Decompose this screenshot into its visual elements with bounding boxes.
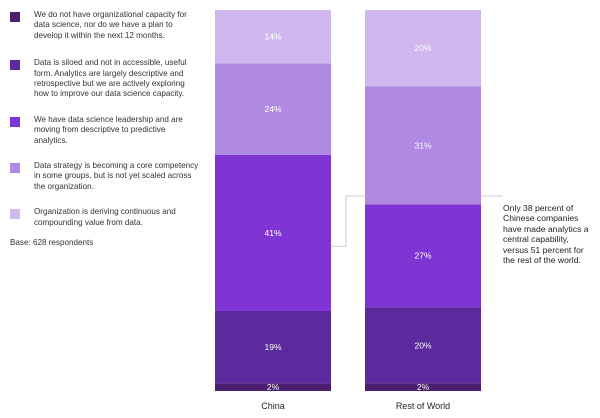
category-label: China <box>261 401 285 411</box>
bar-segment <box>365 204 481 308</box>
legend-label: We have data science leadership and are … <box>34 114 183 145</box>
legend-item: We do not have organizational capacity f… <box>10 10 200 41</box>
legend: We do not have organizational capacity f… <box>10 10 200 228</box>
legend-label: Data strategy is becoming a core compete… <box>34 161 199 191</box>
legend-item: Data strategy is becoming a core compete… <box>10 161 200 192</box>
bar-segment <box>215 154 331 311</box>
bar-segment <box>365 86 481 205</box>
legend-item: Organization is deriving continuous and … <box>10 207 200 228</box>
data-label: 14% <box>264 32 281 42</box>
legend-item: We have data science leadership and are … <box>10 115 200 146</box>
data-label: 27% <box>414 251 431 261</box>
data-label: 20% <box>414 340 431 350</box>
legend-label: Organization is deriving continuous and … <box>34 207 176 227</box>
legend-swatch <box>10 60 20 71</box>
bar-segment <box>365 383 481 391</box>
data-label: 2% <box>267 382 280 392</box>
base-note: Base: 628 respondents <box>10 238 94 247</box>
legend-swatch <box>10 209 20 220</box>
data-label: 19% <box>264 342 281 352</box>
bar-segment <box>215 10 331 64</box>
legend-swatch <box>10 116 20 127</box>
bar-segment <box>365 307 481 384</box>
legend-label: Data is siloed and not in accessible, us… <box>34 58 187 99</box>
legend-swatch <box>10 12 20 22</box>
bar-segment <box>365 10 481 87</box>
data-label: 41% <box>264 228 281 238</box>
bar-segment <box>215 63 331 155</box>
bar-segment <box>215 383 331 391</box>
annotation-text: Only 38 percent of Chinese companies hav… <box>503 203 589 266</box>
data-label: 24% <box>264 104 281 114</box>
legend-swatch <box>10 163 20 174</box>
data-label: 20% <box>414 43 431 53</box>
legend-item: Data is siloed and not in accessible, us… <box>10 58 200 100</box>
data-label: 2% <box>417 382 430 392</box>
bar-segment <box>215 310 331 384</box>
category-label: Rest of World <box>396 401 450 411</box>
data-label: 31% <box>414 140 431 150</box>
legend-label: We do not have organizational capacity f… <box>34 10 187 40</box>
